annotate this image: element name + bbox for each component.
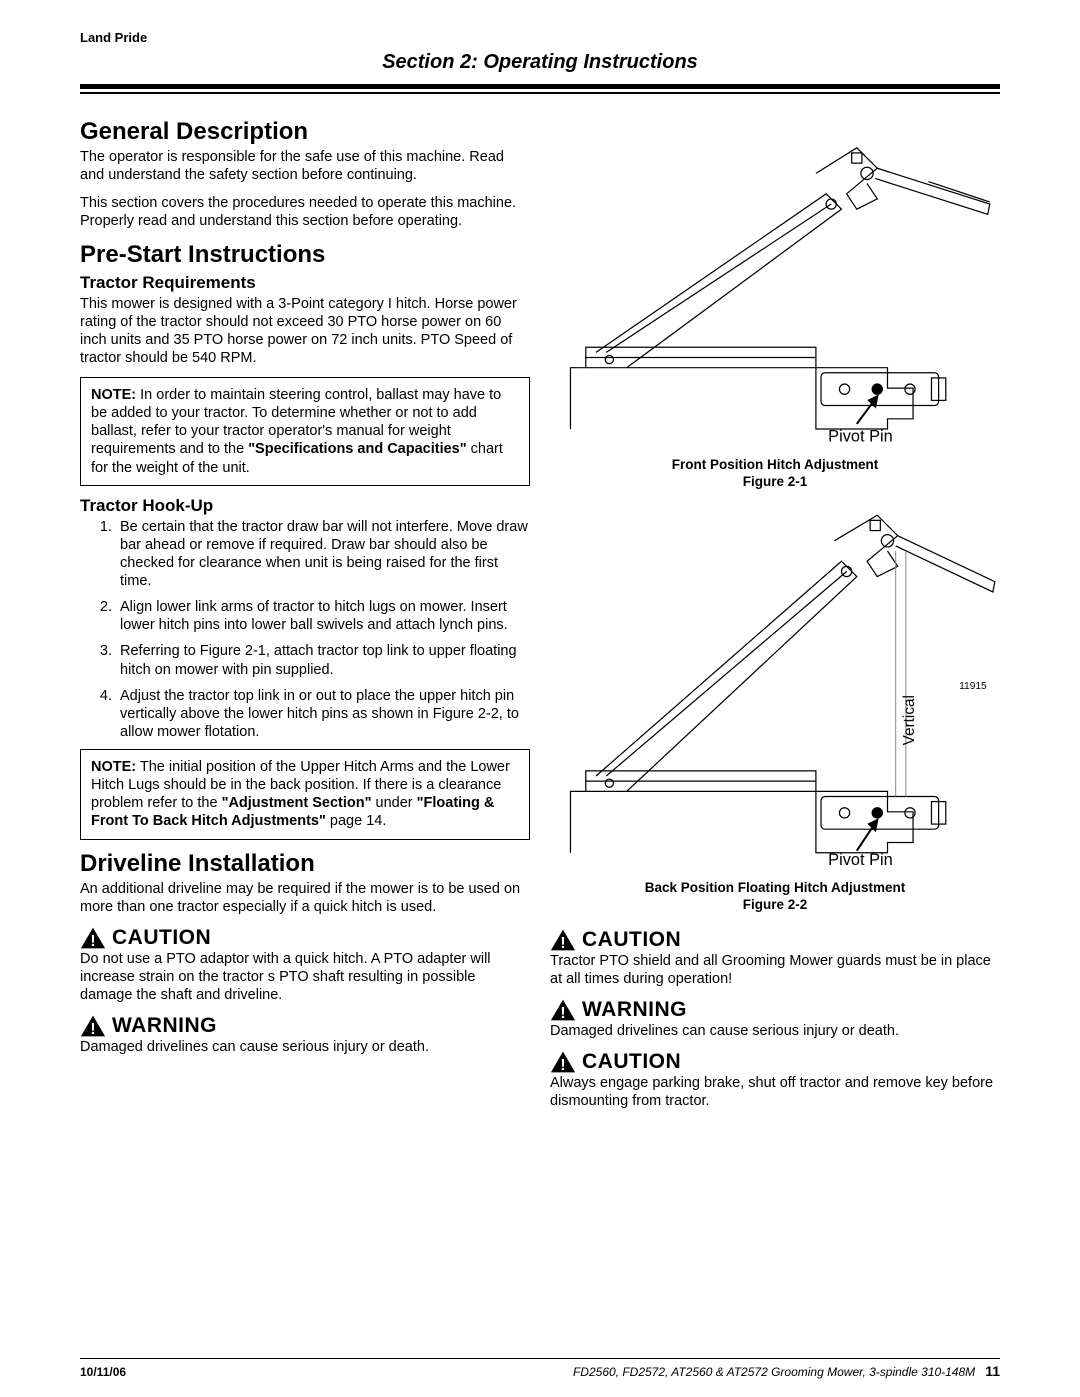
hookup-step: Be certain that the tractor draw bar wil… [116,518,530,591]
caution-label: CAUTION [582,928,681,952]
svg-text:!: ! [560,1057,565,1074]
caution-block-2: ! CAUTION [550,928,1000,952]
caution-body-1: Do not use a PTO adaptor with a quick hi… [80,950,530,1004]
caution-icon: ! [550,928,576,952]
figure-2-2-svg: Vertical 11915 Pivot Pin [550,505,1000,873]
caution-icon: ! [550,1050,576,1074]
right-column: Pivot Pin Front Position Hitch Adjustmen… [550,112,1000,1118]
heading-general-description: General Description [80,118,530,146]
figure-2-1-caption: Front Position Hitch AdjustmentFigure 2-… [550,456,1000,491]
caution-icon: ! [80,926,106,950]
note-label: NOTE: [91,387,136,403]
caution-label: CAUTION [112,926,211,950]
svg-text:!: ! [560,935,565,952]
heading-tractor-hookup: Tractor Hook-Up [80,496,530,516]
svg-text:!: ! [90,1021,95,1038]
caution-body-3: Always engage parking brake, shut off tr… [550,1074,1000,1110]
figure-id: 11915 [959,681,987,692]
figure-2-1-svg: Pivot Pin [550,112,1000,450]
warning-block-2: ! WARNING [550,998,1000,1022]
header-rule [80,84,1000,94]
general-p2: This section covers the procedures neede… [80,194,530,230]
figure-2-1: Pivot Pin Front Position Hitch Adjustmen… [550,112,1000,491]
heading-prestart: Pre-Start Instructions [80,241,530,269]
left-column: General Description The operator is resp… [80,112,530,1118]
caution-label: CAUTION [582,1050,681,1074]
pivot-pin-label-2: Pivot Pin [828,851,893,869]
hookup-step: Referring to Figure 2-1, attach tractor … [116,642,530,678]
driveline-body: An additional driveline may be required … [80,880,530,916]
heading-driveline: Driveline Installation [80,850,530,878]
svg-text:!: ! [90,933,95,950]
svg-text:!: ! [560,1005,565,1022]
note-ballast: NOTE: In order to maintain steering cont… [80,377,530,486]
note-text-2b: under [371,795,416,811]
note-tail-2: page 14. [326,813,386,829]
hookup-step: Align lower link arms of tractor to hitc… [116,598,530,634]
caution-block-1: ! CAUTION [80,926,530,950]
footer-date: 10/11/06 [80,1365,126,1379]
caution-block-3: ! CAUTION [550,1050,1000,1074]
note-hitch-position: NOTE: The initial position of the Upper … [80,749,530,840]
tractor-requirements-body: This mower is designed with a 3-Point ca… [80,295,530,368]
pivot-pin-label-1: Pivot Pin [828,427,893,445]
footer-doc: FD2560, FD2572, AT2560 & AT2572 Grooming… [573,1363,1000,1379]
warning-body-1: Damaged drivelines can cause serious inj… [80,1038,530,1056]
note-strong-1: "Specifications and Capacities" [248,441,466,457]
warning-icon: ! [80,1014,106,1038]
general-p1: The operator is responsible for the safe… [80,148,530,184]
warning-block-1: ! WARNING [80,1014,530,1038]
warning-label: WARNING [112,1014,217,1038]
warning-body-2: Damaged drivelines can cause serious inj… [550,1022,1000,1040]
hookup-step: Adjust the tractor top link in or out to… [116,687,530,741]
caution-body-2: Tractor PTO shield and all Grooming Mowe… [550,952,1000,988]
note-strong-2a: "Adjustment Section" [222,795,372,811]
hookup-steps: Be certain that the tractor draw bar wil… [80,518,530,741]
heading-tractor-requirements: Tractor Requirements [80,273,530,293]
two-column-layout: General Description The operator is resp… [80,112,1000,1118]
vertical-label: Vertical [901,695,918,745]
note-label: NOTE: [91,759,136,775]
figure-2-2-caption: Back Position Floating Hitch AdjustmentF… [550,879,1000,914]
section-title: Section 2: Operating Instructions [80,51,1000,74]
brand-name: Land Pride [80,30,1000,45]
warning-icon: ! [550,998,576,1022]
page-number: 11 [985,1363,1000,1379]
page-footer: 10/11/06 FD2560, FD2572, AT2560 & AT2572… [80,1358,1000,1379]
warning-label: WARNING [582,998,687,1022]
figure-2-2: Vertical 11915 Pivot Pin Back Position F… [550,505,1000,914]
